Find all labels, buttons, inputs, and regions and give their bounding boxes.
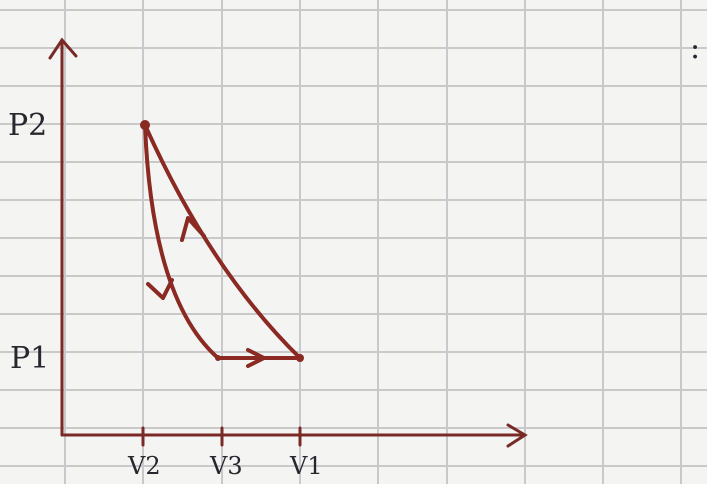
x-label: V3 (209, 452, 243, 480)
grid-paper (0, 0, 707, 484)
diagram: رسم المخطط : P2 P1 V2 V3 V1 (0, 0, 707, 484)
y-label: P1 (10, 341, 49, 376)
x-label: V2 (127, 452, 161, 480)
page: رسم المخطط : P2 P1 V2 V3 V1 (() => { con… (0, 0, 707, 484)
y-label: P2 (8, 108, 47, 143)
axes (50, 40, 525, 446)
point (140, 120, 150, 130)
heading: رسم المخطط : (690, 31, 707, 66)
point (215, 355, 221, 361)
point (296, 354, 304, 362)
x-label: V1 (289, 452, 323, 480)
arrow (148, 280, 172, 298)
